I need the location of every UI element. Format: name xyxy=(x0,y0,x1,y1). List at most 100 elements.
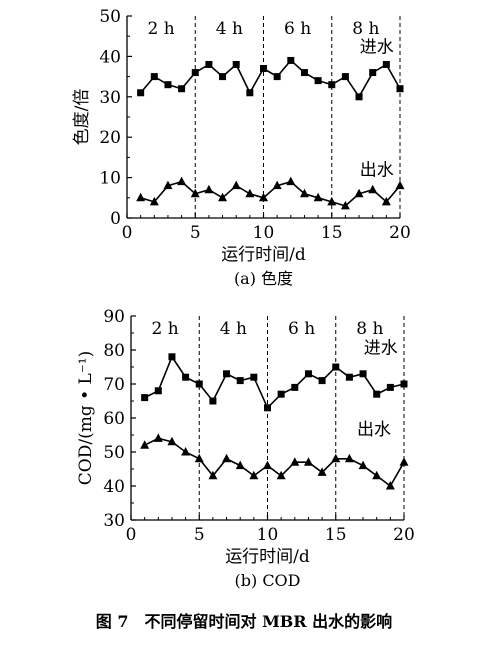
series-label: 出水 xyxy=(357,420,391,440)
data-point-triangle xyxy=(303,457,313,466)
period-label: 6 h xyxy=(288,319,315,339)
data-point-triangle xyxy=(385,481,395,490)
data-point-square xyxy=(355,93,363,101)
data-point-square xyxy=(182,373,190,381)
data-point-square xyxy=(137,89,145,97)
data-point-triangle xyxy=(272,180,282,190)
data-point-triangle xyxy=(204,184,214,194)
y-tick-label: 80 xyxy=(103,341,125,361)
y-tick-label: 70 xyxy=(103,375,125,395)
series-line xyxy=(144,355,405,410)
data-point-square xyxy=(232,60,240,68)
chart-subtitle: (b) COD xyxy=(235,571,301,590)
x-tick-label: 20 xyxy=(389,223,411,243)
data-point-square xyxy=(304,370,312,378)
data-point-triangle xyxy=(140,440,150,449)
data-point-square xyxy=(386,383,394,391)
data-point-square xyxy=(300,69,308,77)
data-point-triangle xyxy=(167,436,177,446)
data-point-triangle xyxy=(340,200,350,210)
period-label: 4 h xyxy=(220,319,247,339)
data-point-triangle xyxy=(259,192,268,202)
data-point-square xyxy=(332,363,340,371)
x-tick-label: 5 xyxy=(194,525,205,545)
data-point-triangle xyxy=(290,457,300,466)
chart-subtitle: (a) 色度 xyxy=(234,269,293,288)
series-label: 进水 xyxy=(364,338,398,358)
data-point-triangle xyxy=(344,453,354,463)
data-point-triangle xyxy=(263,460,272,470)
y-tick-label: 30 xyxy=(103,511,125,531)
data-point-triangle xyxy=(181,447,191,456)
data-point-square xyxy=(246,89,254,97)
data-point-square xyxy=(264,404,271,412)
y-tick-label: 10 xyxy=(99,169,121,189)
period-label: 2 h xyxy=(152,319,179,339)
data-point-square xyxy=(260,65,267,73)
data-point-square xyxy=(219,73,227,81)
x-tick-label: 20 xyxy=(393,525,415,545)
data-point-triangle xyxy=(218,192,228,202)
x-axis-label: 运行时间/d xyxy=(221,245,306,265)
data-point-square xyxy=(345,373,353,381)
data-point-square xyxy=(223,370,231,378)
data-point-triangle xyxy=(358,460,368,470)
x-tick-label: 5 xyxy=(190,223,201,243)
figure-caption: 图 7 不同停留时间对 MBR 出水的影响 xyxy=(96,612,392,631)
x-tick-label: 0 xyxy=(122,223,133,243)
data-point-triangle xyxy=(327,196,337,206)
y-tick-label: 0 xyxy=(110,209,121,229)
data-point-triangle xyxy=(399,457,409,466)
y-tick-label: 50 xyxy=(103,443,125,463)
data-point-square xyxy=(328,81,336,89)
data-point-triangle xyxy=(317,467,327,476)
data-point-square xyxy=(382,60,390,68)
data-point-triangle xyxy=(331,453,341,463)
data-point-square xyxy=(291,383,299,391)
y-tick-label: 60 xyxy=(103,409,125,429)
data-point-triangle xyxy=(249,470,259,480)
data-point-triangle xyxy=(153,433,163,442)
data-point-square xyxy=(168,353,176,361)
data-point-triangle xyxy=(276,470,286,480)
data-point-square xyxy=(209,397,217,405)
data-point-square xyxy=(154,387,162,395)
period-label: 2 h xyxy=(148,19,175,39)
data-point-triangle xyxy=(208,470,218,480)
data-point-square xyxy=(150,73,158,81)
x-axis-label: 运行时间/d xyxy=(225,547,310,567)
y-tick-label: 90 xyxy=(103,307,125,327)
data-point-square xyxy=(191,69,199,77)
data-point-triangle xyxy=(190,188,200,198)
data-point-square xyxy=(195,380,203,388)
y-tick-label: 30 xyxy=(99,88,121,108)
data-point-triangle xyxy=(136,192,146,202)
data-point-triangle xyxy=(163,180,173,190)
data-point-square xyxy=(318,377,326,385)
x-tick-label: 10 xyxy=(257,525,279,545)
data-point-square xyxy=(273,73,281,81)
data-point-square xyxy=(277,390,285,398)
chart-b-cod: 0 5 10 15 20 30 40 50 60 70 80 90 2 h 4 h 6 h 8 h进水出水运行… xyxy=(76,307,415,590)
y-tick-label: 40 xyxy=(103,477,125,497)
chart-a-color: 0 5 10 15 20 0 10 20 30 40 50 2 h 4 h 6 h 8 h进水出水运行时间/… xyxy=(72,7,411,288)
data-point-square xyxy=(396,85,404,93)
data-point-square xyxy=(400,380,408,388)
x-tick-label: 0 xyxy=(126,525,137,545)
data-point-triangle xyxy=(313,192,323,202)
data-point-triangle xyxy=(149,196,159,206)
data-point-square xyxy=(373,390,381,398)
data-point-square xyxy=(314,77,322,85)
data-point-triangle xyxy=(395,180,405,190)
data-point-triangle xyxy=(354,188,364,198)
y-tick-label: 20 xyxy=(99,128,121,148)
data-point-square xyxy=(359,370,367,378)
x-tick-label: 10 xyxy=(253,223,275,243)
data-point-square xyxy=(250,373,258,381)
data-point-square xyxy=(236,377,244,385)
data-point-triangle xyxy=(231,180,241,190)
period-label: 8 h xyxy=(356,319,383,339)
data-point-triangle xyxy=(194,453,204,463)
data-point-triangle xyxy=(299,188,309,198)
period-label: 8 h xyxy=(352,19,379,39)
